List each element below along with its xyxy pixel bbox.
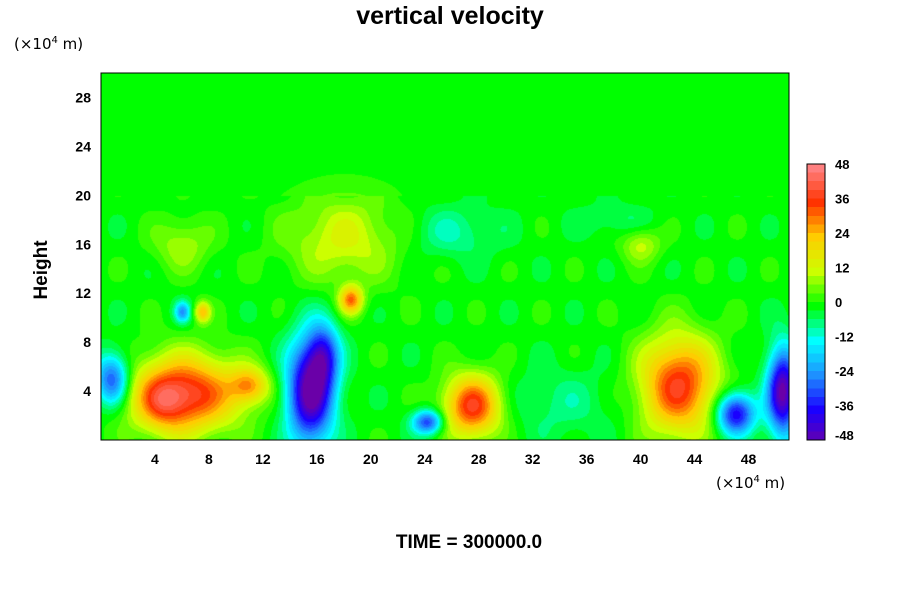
y-tick-label: 4 — [83, 383, 91, 399]
x-tick-label: 16 — [309, 451, 325, 467]
y-tick-label: 12 — [75, 285, 91, 301]
colorbar-tick-label: 36 — [835, 192, 849, 207]
x-tick-label: 20 — [363, 451, 379, 467]
y-tick-label: 8 — [83, 334, 91, 350]
x-tick-label: 44 — [687, 451, 703, 467]
velocity-field — [101, 73, 789, 440]
x-tick-label: 40 — [633, 451, 649, 467]
colorbar-tick-label: 24 — [835, 226, 850, 241]
y-ticks: 4 8 12 16 20 24 28 — [75, 89, 91, 399]
x-ticks: 4 8 12 16 20 24 28 32 36 40 44 48 — [151, 451, 756, 467]
y-tick-label: 24 — [75, 138, 91, 154]
plot-frame — [100, 72, 790, 441]
colorbar-tick-label: -36 — [835, 399, 854, 414]
y-axis-unit: (×104 m) — [14, 35, 84, 53]
x-axis-unit: (×104 m) — [716, 474, 786, 492]
colorbar-tick-label: 48 — [835, 157, 849, 172]
chart-title: vertical velocity — [356, 2, 544, 30]
x-tick-label: 28 — [471, 451, 487, 467]
y-tick-label: 28 — [75, 89, 91, 105]
y-tick-label: 16 — [75, 236, 91, 252]
x-tick-label: 4 — [151, 451, 159, 467]
colorbar-tick-label: 12 — [835, 261, 849, 276]
colorbar-tick-label: -48 — [835, 428, 854, 443]
x-tick-label: 32 — [525, 451, 541, 467]
x-tick-label: 36 — [579, 451, 595, 467]
x-tick-label: 48 — [741, 451, 757, 467]
time-label: TIME = 300000.0 — [395, 532, 543, 553]
colorbar: 48 36 24 12 0 -12 -24 -36 -48 — [806, 157, 855, 443]
x-tick-label: 8 — [205, 451, 213, 467]
y-tick-label: 20 — [75, 187, 91, 203]
colorbar-tick-label: 0 — [835, 295, 842, 310]
x-tick-label: 24 — [417, 451, 433, 467]
colorbar-tick-label: -24 — [835, 364, 855, 379]
colorbar-tick-label: -12 — [835, 330, 854, 345]
x-tick-label: 12 — [255, 451, 271, 467]
colorbar-bar — [806, 163, 826, 441]
